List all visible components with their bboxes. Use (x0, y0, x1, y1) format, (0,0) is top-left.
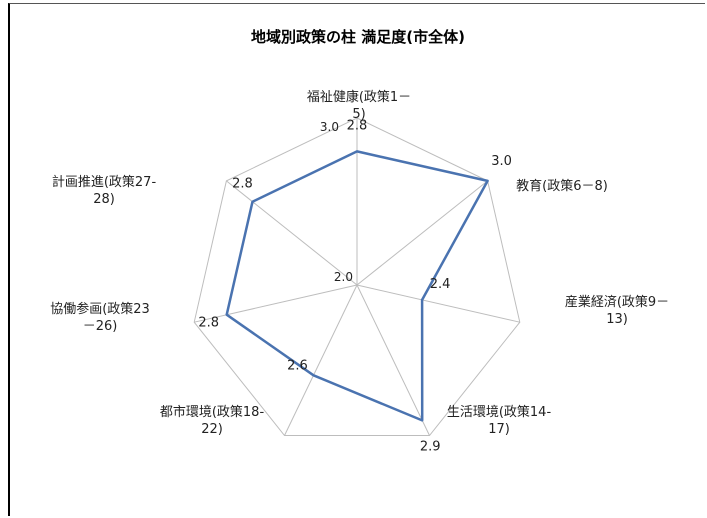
data-label: 2.6 (287, 358, 308, 373)
tick-label: 2.0 (334, 270, 353, 284)
data-label: 2.9 (420, 439, 441, 454)
radar-spoke (356, 284, 430, 436)
category-label-line: 計画推進(政策27- (52, 174, 157, 190)
category-label-line: 28) (93, 192, 115, 207)
radar-series (225, 150, 489, 422)
category-label-line: 福祉健康(政策1－ (307, 89, 411, 105)
category-label: 協働参画(政策23 －26) (50, 301, 150, 334)
chart-title: 地域別政策の柱 満足度(市全体) (251, 28, 465, 46)
radar-spoke (194, 284, 358, 323)
radar-spoke (356, 180, 488, 286)
category-label-line: 協働参画(政策23 (50, 301, 150, 317)
radar-series-line (225, 150, 489, 422)
data-label: 2.4 (430, 277, 451, 292)
data-label: 3.0 (491, 154, 512, 169)
category-label: 教育(政策6－8) (516, 178, 608, 194)
category-label: 福祉健康(政策1－ 5) (307, 89, 411, 122)
category-label-line: 教育(政策6－8) (516, 178, 608, 194)
category-label: 生活環境(政策14- 17) (447, 404, 552, 437)
radar-grid (193, 117, 521, 436)
radar-labels: 2.0 3.0 2.8 3.0 2.4 2.9 2.6 2.8 2.8 福祉健康(政策1－ 5) 教育… (50, 89, 669, 454)
category-label: 都市環境(政策18- 22) (160, 404, 265, 437)
data-label: 2.8 (198, 316, 219, 331)
radar-spoke (356, 284, 520, 323)
category-label-line: 産業経済(政策9－ (565, 294, 669, 310)
category-label-line: 22) (201, 422, 223, 437)
data-label: 2.8 (347, 118, 368, 133)
chart-frame (8, 3, 705, 516)
category-label-line: 都市環境(政策18- (160, 404, 265, 420)
category-label-line: 17) (488, 422, 510, 437)
category-label-line: 13) (606, 312, 628, 327)
radar-grid-ring (193, 117, 521, 436)
category-label-line: 生活環境(政策14- (447, 404, 552, 420)
data-label: 2.8 (232, 177, 253, 192)
radar-spoke (284, 284, 358, 436)
category-label-line: －26) (83, 319, 118, 334)
tick-label: 3.0 (320, 120, 339, 134)
category-label: 産業経済(政策9－ 13) (565, 294, 669, 327)
category-label-line: 5) (352, 107, 365, 122)
radar-spoke (226, 180, 358, 286)
category-label: 計画推進(政策27- 28) (52, 174, 157, 207)
